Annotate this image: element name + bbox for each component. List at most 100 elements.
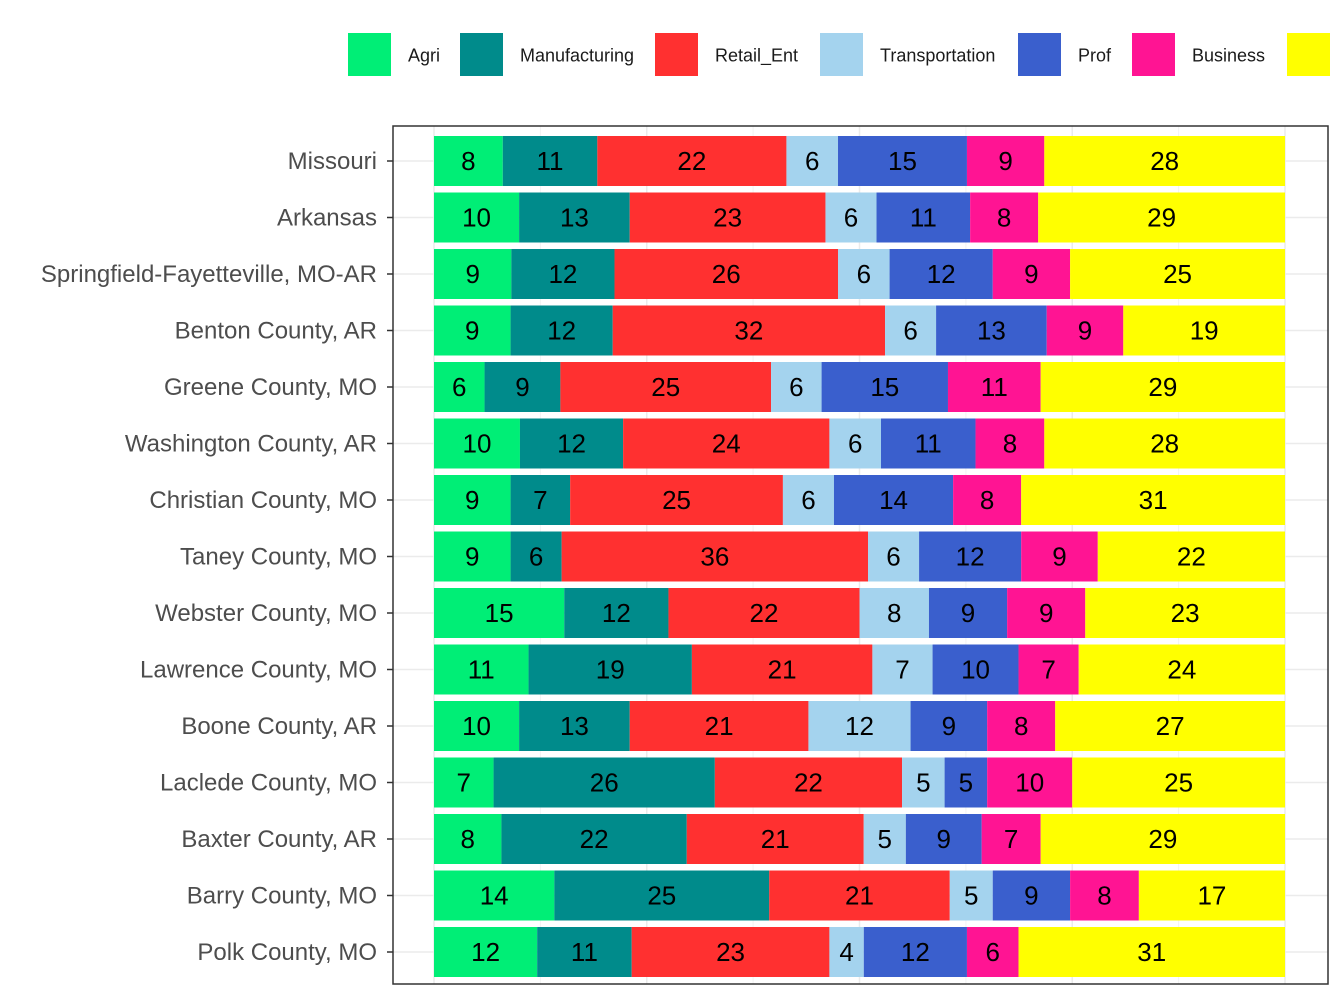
bar-segment-retail-ent [629,701,809,751]
data-label: 7 [533,485,547,515]
data-label: 22 [1177,542,1206,572]
data-label: 12 [547,316,576,346]
category-label: Lawrence County, MO [140,657,377,684]
bar-segment-retail-ent [668,588,860,638]
bar-segment-series-7 [1040,814,1285,864]
bar-segment-agri [434,192,520,243]
bar-segment-manufacturing [510,305,613,356]
bar-segment-prof [928,588,1008,638]
data-label: 6 [903,316,917,346]
bar-segment-agri [434,644,529,695]
category-label: Christian County, MO [149,487,377,514]
data-label: 13 [977,316,1006,346]
data-label: 8 [997,203,1011,233]
bar-segment-agri [434,588,565,638]
bar-segment-prof [863,927,967,977]
bar-segment-series-7 [1055,701,1285,751]
bar-segment-retail-ent [629,192,826,243]
data-label: 9 [937,824,951,854]
data-label: 21 [768,655,797,685]
data-label: 6 [805,146,819,176]
data-label: 10 [462,711,491,741]
legend-key-series-7 [1287,33,1330,76]
data-label: 22 [794,768,823,798]
data-label: 32 [734,316,763,346]
bar-segment-prof [833,475,954,525]
data-label: 12 [901,937,930,967]
bar-segment-series-7 [1018,927,1285,977]
bar-segment-series-7 [1044,136,1285,186]
data-label: 8 [887,598,901,628]
legend-key-prof [1018,33,1061,76]
bar-segment-manufacturing [493,757,715,808]
data-label: 11 [910,203,937,233]
bar-segment-retail-ent [614,249,839,299]
category-label: Arkansas [277,205,377,232]
data-label: 8 [980,485,994,515]
plot-border [392,125,1329,985]
data-label: 22 [677,146,706,176]
data-label: 4 [839,937,853,967]
data-label: 9 [465,485,479,515]
data-label: 11 [915,429,942,459]
data-label: 7 [1004,824,1018,854]
category-label: Washington County, AR [125,431,377,458]
bar-segment-transportation [868,531,920,582]
bar-segment-prof [821,362,948,412]
bar-segment-business [1070,870,1139,921]
bar-segment-agri [434,305,511,356]
bar-segment-agri [434,362,485,412]
bar-segment-prof [910,701,988,751]
bar-segment-transportation [949,870,993,921]
bar-segment-transportation [829,418,881,469]
data-label: 12 [602,598,631,628]
bar-segment-series-7 [1072,757,1285,808]
bar-segment-agri [434,475,511,525]
bar-segment-business [947,362,1041,412]
bar-segment-business [975,418,1045,469]
data-label: 19 [596,655,625,685]
bar-segment-retail-ent [561,531,869,582]
data-label: 29 [1147,203,1176,233]
data-label: 11 [537,146,564,176]
data-label: 6 [452,372,466,402]
data-label: 6 [844,203,858,233]
data-label: 7 [895,655,909,685]
data-label: 7 [1041,655,1055,685]
data-label: 12 [471,937,500,967]
data-label: 25 [651,372,680,402]
data-label: 9 [465,542,479,572]
data-label: 8 [1014,711,1028,741]
data-label: 23 [1171,598,1200,628]
bar-segment-business [992,249,1071,299]
bar-segment-transportation [859,588,929,638]
bar-segment-prof [889,249,993,299]
data-label: 11 [571,937,598,967]
bar-segment-agri [434,814,502,864]
bar-segment-manufacturing [564,588,669,638]
bar-segment-transportation [786,136,839,186]
data-label: 10 [961,655,990,685]
legend-label-prof: Prof [1078,46,1112,66]
bar-segment-agri [434,927,538,977]
y-axis: Missouri Arkansas Springfield-Fayetteville… [41,148,393,966]
bar-segment-retail-ent [769,870,950,921]
bar-segment-series-7 [1040,362,1285,412]
bar-segment-agri [434,418,520,469]
data-label: 12 [557,429,586,459]
legend-label-transportation: Transportation [880,46,995,66]
category-label: Springfield-Fayetteville, MO-AR [41,261,377,288]
bar-segment-prof [992,870,1071,921]
bar-segment-retail-ent [691,644,873,695]
bar-segment-manufacturing [519,192,630,243]
data-label: 26 [712,259,741,289]
bar-segment-transportation [782,475,834,525]
data-label: 25 [647,881,676,911]
data-label: 23 [716,937,745,967]
bar-segment-retail-ent [623,418,830,469]
data-label: 24 [712,429,741,459]
data-label: 28 [1150,146,1179,176]
data-label: 13 [560,711,589,741]
bar-segment-manufacturing [528,644,692,695]
bar-segment-business [966,136,1045,186]
